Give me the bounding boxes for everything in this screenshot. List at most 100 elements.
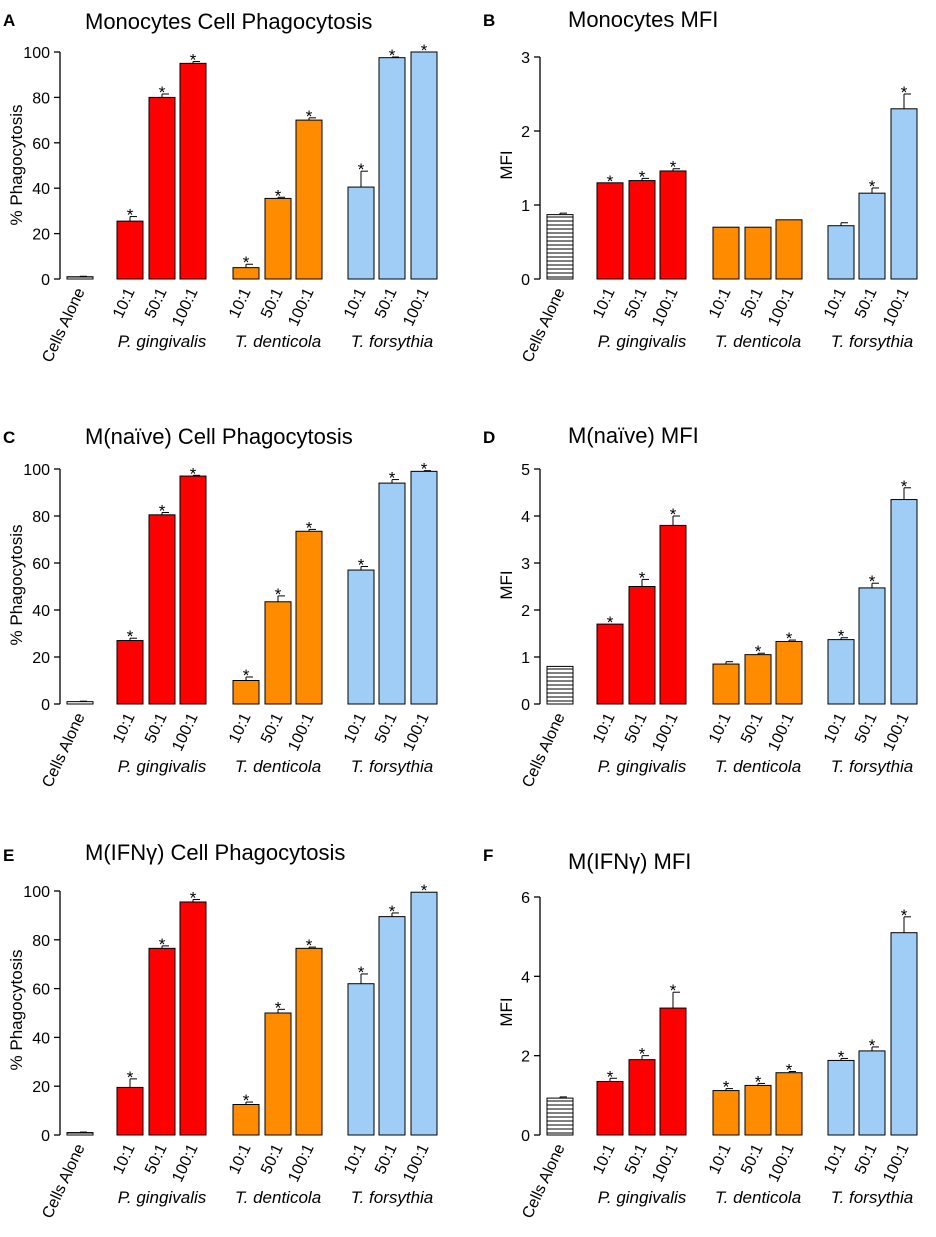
bar-f-8 — [858, 1050, 886, 1136]
significance-star-a-5: * — [275, 186, 282, 205]
category-label-b-2: 50:1 — [622, 285, 651, 320]
y-tick-label-a: 100 — [23, 45, 50, 62]
category-label-a-2: 50:1 — [142, 285, 171, 320]
y-tick-label-b: 1 — [521, 198, 530, 215]
significance-star-d-1: * — [607, 613, 614, 632]
category-label-e-1: 10:1 — [110, 1141, 139, 1176]
bar-f-4 — [712, 1090, 740, 1136]
panel-b: B Monocytes MFI MFI 0 1 2 3 Cells Alone * 10:1 * 50… — [483, 7, 918, 365]
bar-d-1 — [596, 623, 624, 705]
category-label-a-6: 100:1 — [285, 285, 317, 329]
significance-star-d-8: * — [869, 572, 876, 591]
y-axis-title-f: MFI — [497, 997, 516, 1026]
y-tick-label-c: 60 — [32, 556, 50, 573]
significance-star-f-7: * — [838, 1047, 845, 1066]
bar-d-8 — [858, 587, 886, 705]
bar-c-9 — [410, 470, 438, 705]
y-axis-title-b: MFI — [497, 150, 516, 179]
y-tick-label-d: 3 — [521, 556, 530, 573]
significance-star-c-5: * — [275, 585, 282, 604]
panel-a: A Monocytes Cell Phagocytosis % Phagocytos… — [3, 9, 438, 365]
panel-title-c: M(naïve) Cell Phagocytosis — [85, 424, 353, 449]
bar-b-1 — [596, 182, 624, 280]
bar-b-2 — [628, 180, 656, 280]
bar-c-1 — [116, 640, 144, 705]
category-label-f-4: 10:1 — [706, 1141, 735, 1176]
bar-c-6 — [295, 530, 323, 705]
category-label-b-1: 10:1 — [590, 285, 619, 320]
category-label-d-7: 10:1 — [821, 710, 850, 745]
category-label-f-3: 100:1 — [649, 1141, 681, 1185]
significance-star-d-6: * — [786, 629, 793, 648]
bar-d-9 — [890, 499, 918, 705]
bar-c-0 — [66, 701, 94, 705]
category-label-d-3: 100:1 — [649, 710, 681, 754]
y-tick-label-c: 0 — [41, 697, 50, 714]
group-label-t-denticola-c: T. denticola — [235, 757, 321, 776]
significance-star-c-4: * — [243, 666, 250, 685]
panel-f: F M(IFNγ) MFI MFI 0 2 4 6 Cells Alone * 10:1 * 50:1… — [483, 846, 918, 1221]
bar-b-0 — [546, 214, 574, 280]
group-label-t-forsythia-f: T. forsythia — [831, 1188, 914, 1207]
category-label-f-6: 100:1 — [765, 1141, 797, 1185]
y-tick-label-e: 80 — [32, 933, 50, 950]
category-label-d-8: 50:1 — [852, 710, 881, 745]
bar-e-0 — [66, 1132, 94, 1136]
significance-star-e-8: * — [389, 902, 396, 921]
category-label-b-4: 10:1 — [706, 285, 735, 320]
category-label-a-8: 50:1 — [372, 285, 401, 320]
group-label-p-gingivalis-d: P. gingivalis — [598, 757, 687, 776]
y-axis-title-a: % Phagocytosis — [7, 105, 26, 226]
bar-b-7 — [827, 225, 855, 280]
bar-b-3 — [659, 170, 687, 280]
significance-star-a-2: * — [159, 83, 166, 102]
category-label-d-4: 10:1 — [706, 710, 735, 745]
group-label-t-forsythia-a: T. forsythia — [351, 332, 434, 351]
y-tick-label-e: 20 — [32, 1079, 50, 1096]
significance-star-e-1: * — [127, 1068, 134, 1087]
group-label-t-denticola-a: T. denticola — [235, 332, 321, 351]
category-label-c-7: 10:1 — [341, 710, 370, 745]
category-label-a-4: 10:1 — [226, 285, 255, 320]
category-label-f-7: 10:1 — [821, 1141, 850, 1176]
category-label-d-2: 50:1 — [622, 710, 651, 745]
panel-letter-d: D — [483, 428, 495, 447]
group-label-t-denticola-d: T. denticola — [715, 757, 801, 776]
bar-f-0 — [546, 1097, 574, 1136]
significance-star-f-5: * — [755, 1072, 762, 1091]
panel-letter-c: C — [3, 428, 15, 447]
significance-star-b-3: * — [670, 158, 677, 177]
category-label-e-6: 100:1 — [285, 1141, 317, 1185]
group-label-p-gingivalis-a: P. gingivalis — [118, 332, 207, 351]
category-label-b-3: 100:1 — [649, 285, 681, 329]
significance-star-f-1: * — [607, 1067, 614, 1086]
category-label-c-6: 100:1 — [285, 710, 317, 754]
category-label-e-5: 50:1 — [258, 1141, 287, 1176]
bar-e-3 — [179, 901, 207, 1136]
category-label-e-3: 100:1 — [169, 1141, 201, 1185]
y-tick-label-a: 80 — [32, 90, 50, 107]
bar-e-7 — [347, 983, 375, 1136]
panel-letter-e: E — [3, 846, 14, 865]
y-axis-title-e: % Phagocytosis — [7, 950, 26, 1071]
y-tick-label-e: 0 — [41, 1128, 50, 1145]
category-label-f-8: 50:1 — [852, 1141, 881, 1176]
significance-star-c-3: * — [190, 464, 197, 483]
y-tick-label-d: 2 — [521, 603, 530, 620]
bar-a-8 — [378, 57, 406, 280]
bar-a-9 — [410, 51, 438, 280]
bar-d-2 — [628, 586, 656, 705]
category-label-c-1: 10:1 — [110, 710, 139, 745]
y-tick-label-d: 1 — [521, 650, 530, 667]
bar-b-6 — [775, 219, 803, 280]
category-label-e-9: 100:1 — [400, 1141, 432, 1185]
category-label-d-5: 50:1 — [738, 710, 767, 745]
bar-b-4 — [712, 226, 740, 280]
category-label-a-7: 10:1 — [341, 285, 370, 320]
significance-star-c-6: * — [306, 518, 313, 537]
bar-f-5 — [744, 1084, 772, 1136]
category-label-b-9: 100:1 — [880, 285, 912, 329]
panel-letter-b: B — [483, 11, 495, 30]
panel-letter-a: A — [3, 11, 15, 30]
bar-b-8 — [858, 192, 886, 280]
